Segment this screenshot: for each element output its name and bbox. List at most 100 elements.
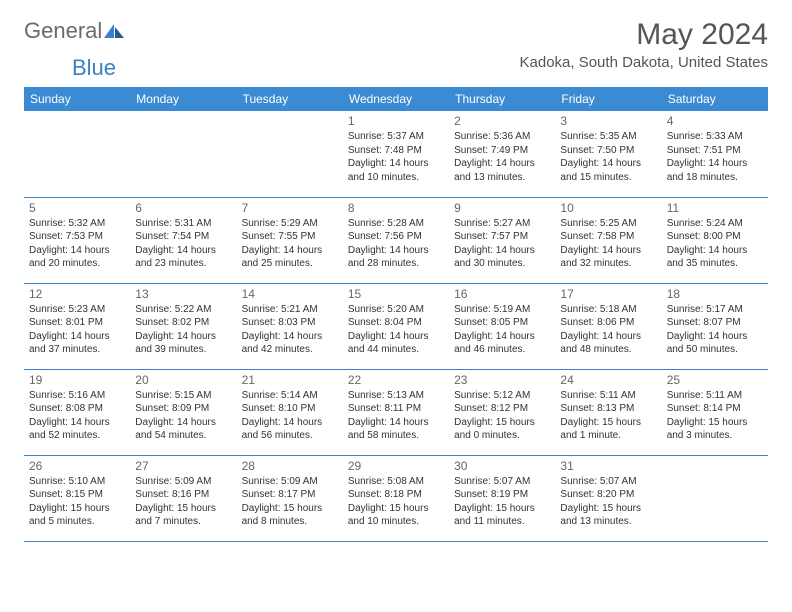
- day-info: Sunrise: 5:07 AMSunset: 8:20 PMDaylight:…: [560, 475, 656, 529]
- day-info: Sunrise: 5:15 AMSunset: 8:09 PMDaylight:…: [135, 389, 231, 443]
- day-number: 4: [667, 114, 763, 128]
- day-number: 2: [454, 114, 550, 128]
- day-number: 3: [560, 114, 656, 128]
- day-info: Sunrise: 5:28 AMSunset: 7:56 PMDaylight:…: [348, 217, 444, 271]
- day-number: 18: [667, 287, 763, 301]
- day-number: 1: [348, 114, 444, 128]
- day-number: 6: [135, 201, 231, 215]
- day-number: 20: [135, 373, 231, 387]
- day-number: 17: [560, 287, 656, 301]
- calendar-day-cell: 20 Sunrise: 5:15 AMSunset: 8:09 PMDayligh…: [130, 369, 236, 455]
- day-number: 25: [667, 373, 763, 387]
- day-info: Sunrise: 5:24 AMSunset: 8:00 PMDaylight:…: [667, 217, 763, 271]
- logo-text-general: General: [24, 18, 102, 44]
- day-number: 5: [29, 201, 125, 215]
- day-number: 27: [135, 459, 231, 473]
- day-info: Sunrise: 5:10 AMSunset: 8:15 PMDaylight:…: [29, 475, 125, 529]
- calendar-day-cell: 1 Sunrise: 5:37 AMSunset: 7:48 PMDaylight…: [343, 111, 449, 197]
- sail-icon: [104, 24, 124, 38]
- calendar-day-cell: 10 Sunrise: 5:25 AMSunset: 7:58 PMDayligh…: [555, 197, 661, 283]
- day-info: Sunrise: 5:21 AMSunset: 8:03 PMDaylight:…: [242, 303, 338, 357]
- day-number: 19: [29, 373, 125, 387]
- day-number: 9: [454, 201, 550, 215]
- day-info: Sunrise: 5:07 AMSunset: 8:19 PMDaylight:…: [454, 475, 550, 529]
- calendar-day-cell: 17 Sunrise: 5:18 AMSunset: 8:06 PMDayligh…: [555, 283, 661, 369]
- calendar-day-cell: 21 Sunrise: 5:14 AMSunset: 8:10 PMDayligh…: [237, 369, 343, 455]
- calendar-day-cell: 2 Sunrise: 5:36 AMSunset: 7:49 PMDaylight…: [449, 111, 555, 197]
- day-number: 8: [348, 201, 444, 215]
- calendar-day-cell: 28Sunrise: 5:09 AMSunset: 8:17 PMDayligh…: [237, 455, 343, 541]
- calendar-day-cell: 5 Sunrise: 5:32 AMSunset: 7:53 PMDaylight…: [24, 197, 130, 283]
- calendar-day-cell: 19Sunrise: 5:16 AMSunset: 8:08 PMDayligh…: [24, 369, 130, 455]
- calendar-week-row: 5 Sunrise: 5:32 AMSunset: 7:53 PMDaylight…: [24, 197, 768, 283]
- day-number: 16: [454, 287, 550, 301]
- day-number: 7: [242, 201, 338, 215]
- calendar-day-cell: 22 Sunrise: 5:13 AMSunset: 8:11 PMDayligh…: [343, 369, 449, 455]
- day-number: 30: [454, 459, 550, 473]
- day-info: Sunrise: 5:27 AMSunset: 7:57 PMDaylight:…: [454, 217, 550, 271]
- calendar-day-cell: 12 Sunrise: 5:23 AMSunset: 8:01 PMDayligh…: [24, 283, 130, 369]
- day-info: Sunrise: 5:37 AMSunset: 7:48 PMDaylight:…: [348, 130, 444, 184]
- weekday-header: Monday: [130, 87, 236, 111]
- calendar-day-cell: 15 Sunrise: 5:20 AMSunset: 8:04 PMDayligh…: [343, 283, 449, 369]
- calendar-day-cell: 13 Sunrise: 5:22 AMSunset: 8:02 PMDayligh…: [130, 283, 236, 369]
- day-info: Sunrise: 5:22 AMSunset: 8:02 PMDaylight:…: [135, 303, 231, 357]
- day-info: Sunrise: 5:18 AMSunset: 8:06 PMDaylight:…: [560, 303, 656, 357]
- day-info: Sunrise: 5:14 AMSunset: 8:10 PMDaylight:…: [242, 389, 338, 443]
- day-number: 13: [135, 287, 231, 301]
- calendar-day-cell: 16Sunrise: 5:19 AMSunset: 8:05 PMDayligh…: [449, 283, 555, 369]
- weekday-header: Sunday: [24, 87, 130, 111]
- calendar-empty-cell: [237, 111, 343, 197]
- day-info: Sunrise: 5:09 AMSunset: 8:16 PMDaylight:…: [135, 475, 231, 529]
- day-number: 15: [348, 287, 444, 301]
- month-title: May 2024: [520, 18, 769, 52]
- calendar-day-cell: 27 Sunrise: 5:09 AMSunset: 8:16 PMDayligh…: [130, 455, 236, 541]
- day-info: Sunrise: 5:20 AMSunset: 8:04 PMDaylight:…: [348, 303, 444, 357]
- day-number: 23: [454, 373, 550, 387]
- weekday-header: Thursday: [449, 87, 555, 111]
- day-info: Sunrise: 5:35 AMSunset: 7:50 PMDaylight:…: [560, 130, 656, 184]
- day-number: 21: [242, 373, 338, 387]
- day-number: 31: [560, 459, 656, 473]
- calendar-day-cell: 9 Sunrise: 5:27 AMSunset: 7:57 PMDaylight…: [449, 197, 555, 283]
- day-info: Sunrise: 5:13 AMSunset: 8:11 PMDaylight:…: [348, 389, 444, 443]
- brand-logo: General: [24, 18, 126, 44]
- day-info: Sunrise: 5:36 AMSunset: 7:49 PMDaylight:…: [454, 130, 550, 184]
- day-number: 26: [29, 459, 125, 473]
- day-number: 29: [348, 459, 444, 473]
- calendar-table: SundayMondayTuesdayWednesdayThursdayFrid…: [24, 87, 768, 542]
- calendar-empty-cell: [130, 111, 236, 197]
- day-number: 12: [29, 287, 125, 301]
- calendar-day-cell: 4Sunrise: 5:33 AMSunset: 7:51 PMDaylight…: [662, 111, 768, 197]
- weekday-header: Friday: [555, 87, 661, 111]
- calendar-body: 1 Sunrise: 5:37 AMSunset: 7:48 PMDaylight…: [24, 111, 768, 541]
- logo-text-blue: Blue: [72, 55, 116, 80]
- weekday-header: Tuesday: [237, 87, 343, 111]
- calendar-day-cell: 7 Sunrise: 5:29 AMSunset: 7:55 PMDaylight…: [237, 197, 343, 283]
- day-number: 10: [560, 201, 656, 215]
- calendar-day-cell: 24Sunrise: 5:11 AMSunset: 8:13 PMDayligh…: [555, 369, 661, 455]
- calendar-header-row: SundayMondayTuesdayWednesdayThursdayFrid…: [24, 87, 768, 111]
- day-info: Sunrise: 5:23 AMSunset: 8:01 PMDaylight:…: [29, 303, 125, 357]
- day-info: Sunrise: 5:31 AMSunset: 7:54 PMDaylight:…: [135, 217, 231, 271]
- day-info: Sunrise: 5:32 AMSunset: 7:53 PMDaylight:…: [29, 217, 125, 271]
- day-number: 22: [348, 373, 444, 387]
- calendar-day-cell: 23 Sunrise: 5:12 AMSunset: 8:12 PMDayligh…: [449, 369, 555, 455]
- day-info: Sunrise: 5:11 AMSunset: 8:14 PMDaylight:…: [667, 389, 763, 443]
- day-info: Sunrise: 5:11 AMSunset: 8:13 PMDaylight:…: [560, 389, 656, 443]
- calendar-day-cell: 8 Sunrise: 5:28 AMSunset: 7:56 PMDaylight…: [343, 197, 449, 283]
- day-info: Sunrise: 5:09 AMSunset: 8:17 PMDaylight:…: [242, 475, 338, 529]
- calendar-day-cell: 30 Sunrise: 5:07 AMSunset: 8:19 PMDayligh…: [449, 455, 555, 541]
- calendar-day-cell: 31 Sunrise: 5:07 AMSunset: 8:20 PMDayligh…: [555, 455, 661, 541]
- calendar-day-cell: 25 Sunrise: 5:11 AMSunset: 8:14 PMDayligh…: [662, 369, 768, 455]
- day-info: Sunrise: 5:12 AMSunset: 8:12 PMDaylight:…: [454, 389, 550, 443]
- calendar-day-cell: 6 Sunrise: 5:31 AMSunset: 7:54 PMDaylight…: [130, 197, 236, 283]
- calendar-day-cell: 3 Sunrise: 5:35 AMSunset: 7:50 PMDaylight…: [555, 111, 661, 197]
- day-info: Sunrise: 5:25 AMSunset: 7:58 PMDaylight:…: [560, 217, 656, 271]
- day-info: Sunrise: 5:29 AMSunset: 7:55 PMDaylight:…: [242, 217, 338, 271]
- calendar-day-cell: 11Sunrise: 5:24 AMSunset: 8:00 PMDayligh…: [662, 197, 768, 283]
- weekday-header: Saturday: [662, 87, 768, 111]
- calendar-week-row: 26 Sunrise: 5:10 AMSunset: 8:15 PMDayligh…: [24, 455, 768, 541]
- calendar-day-cell: 14Sunrise: 5:21 AMSunset: 8:03 PMDayligh…: [237, 283, 343, 369]
- calendar-day-cell: 18Sunrise: 5:17 AMSunset: 8:07 PMDayligh…: [662, 283, 768, 369]
